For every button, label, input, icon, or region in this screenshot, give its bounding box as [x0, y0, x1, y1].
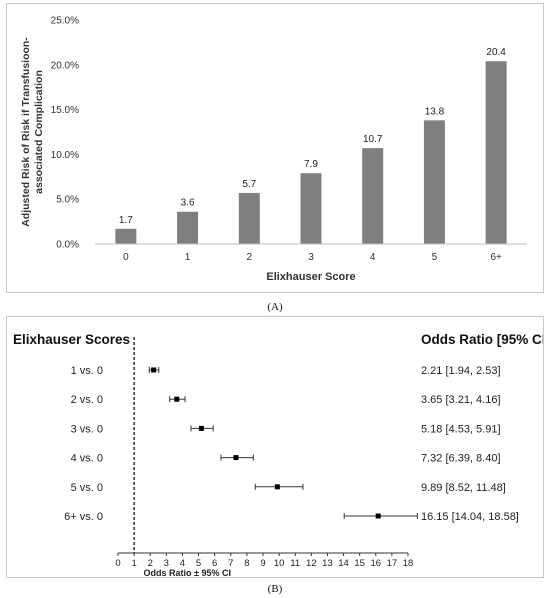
y-axis-title: Adjusted Risk of Risk if Transfusioon-	[20, 37, 32, 227]
x-tick-label: 6	[212, 558, 217, 569]
x-tick-label: 0	[115, 558, 120, 569]
x-axis-title: Odds Ratio ± 95% CI	[144, 568, 231, 577]
point-estimate	[233, 455, 239, 461]
bar-value-label: 20.4	[486, 47, 506, 58]
right-column-header: Odds Ratio [95% CI]	[421, 332, 543, 347]
bar	[362, 148, 384, 244]
odds-ratio-value: 2.21 [1.94, 2.53]	[421, 365, 501, 377]
row-label: 3 vs. 0	[71, 423, 103, 435]
x-tick-label: 1	[185, 252, 191, 263]
row-label: 1 vs. 0	[71, 365, 103, 377]
x-tick-label: 5	[196, 558, 201, 569]
point-estimate	[198, 425, 204, 431]
point-estimate	[375, 513, 381, 519]
odds-ratio-value: 7.32 [6.39, 8.40]	[421, 453, 501, 465]
x-tick-label: 10	[274, 558, 285, 569]
left-column-header: Elixhauser Scores	[13, 332, 130, 347]
point-estimate	[174, 396, 180, 402]
x-tick-label: 4	[370, 252, 376, 263]
x-tick-label: 12	[306, 558, 317, 569]
y-tick-label: 15.0%	[51, 105, 79, 116]
x-tick-label: 15	[354, 558, 365, 569]
bar	[238, 192, 260, 244]
x-tick-label: 0	[123, 252, 129, 263]
x-tick-label: 11	[290, 558, 300, 569]
caption-a: (A)	[267, 301, 283, 313]
bar-value-label: 10.7	[363, 134, 383, 145]
point-estimate	[151, 367, 157, 373]
bar	[423, 120, 445, 244]
row-label: 5 vs. 0	[71, 482, 103, 494]
bar-value-label: 5.7	[242, 179, 256, 190]
x-tick-label: 1	[131, 558, 136, 569]
x-tick-label: 7	[228, 558, 233, 569]
y-tick-label: 25.0%	[51, 16, 79, 27]
row-label: 4 vs. 0	[71, 453, 103, 465]
point-estimate	[274, 484, 280, 490]
caption-b: (B)	[267, 583, 283, 595]
x-tick-label: 16	[370, 558, 381, 569]
y-tick-label: 10.0%	[51, 150, 79, 161]
bar-value-label: 1.7	[119, 215, 133, 226]
x-tick-label: 3	[308, 252, 314, 263]
bar-value-label: 3.6	[181, 198, 195, 209]
x-tick-label: 14	[338, 558, 349, 569]
x-tick-label: 6+	[490, 252, 502, 263]
x-tick-label: 3	[164, 558, 169, 569]
x-tick-label: 4	[180, 558, 185, 569]
forest-plot: Elixhauser Scores Odds Ratio [95% CI] 1 vs…	[13, 332, 550, 578]
bar	[115, 228, 137, 244]
odds-ratio-value: 3.65 [3.21, 4.16]	[421, 394, 501, 406]
x-tick-label: 18	[403, 558, 414, 569]
bar	[300, 173, 322, 244]
bar-chart-panel: 0.0% 5.0% 10.0% 15.0% 20.0% 25.0% 1.7 0 3.6 1 5.7 2…	[6, 3, 544, 293]
y-tick-label: 20.0%	[51, 60, 79, 71]
forest-plot-panel: Elixhauser Scores Odds Ratio [95% CI] 1 vs…	[6, 316, 550, 578]
x-tick-label: 2	[247, 252, 253, 263]
x-tick-label: 17	[387, 558, 398, 569]
bar-value-label: 7.9	[304, 159, 318, 170]
x-tick-label: 13	[322, 558, 333, 569]
bar	[485, 61, 507, 244]
odds-ratio-value: 5.18 [4.53, 5.91]	[421, 423, 501, 435]
y-tick-label: 5.0%	[56, 195, 79, 206]
odds-ratio-value: 16.15 [14.04, 18.58]	[421, 511, 519, 523]
x-tick-label: 2	[148, 558, 153, 569]
y-tick-label: 0.0%	[56, 240, 79, 251]
x-tick-label: 9	[260, 558, 265, 569]
odds-ratio-value: 9.89 [8.52, 11.48]	[421, 482, 506, 494]
bar-chart: 0.0% 5.0% 10.0% 15.0% 20.0% 25.0% 1.7 0 3.6 1 5.7 2…	[20, 16, 527, 283]
bar-value-label: 13.8	[425, 106, 445, 117]
bar	[177, 211, 199, 244]
x-tick-label: 5	[432, 252, 438, 263]
row-label: 6+ vs. 0	[64, 511, 103, 523]
x-tick-label: 8	[244, 558, 249, 569]
y-axis-title: associated Complication	[33, 70, 45, 194]
row-label: 2 vs. 0	[71, 394, 103, 406]
x-axis-title: Elixhauser Score	[266, 271, 355, 283]
